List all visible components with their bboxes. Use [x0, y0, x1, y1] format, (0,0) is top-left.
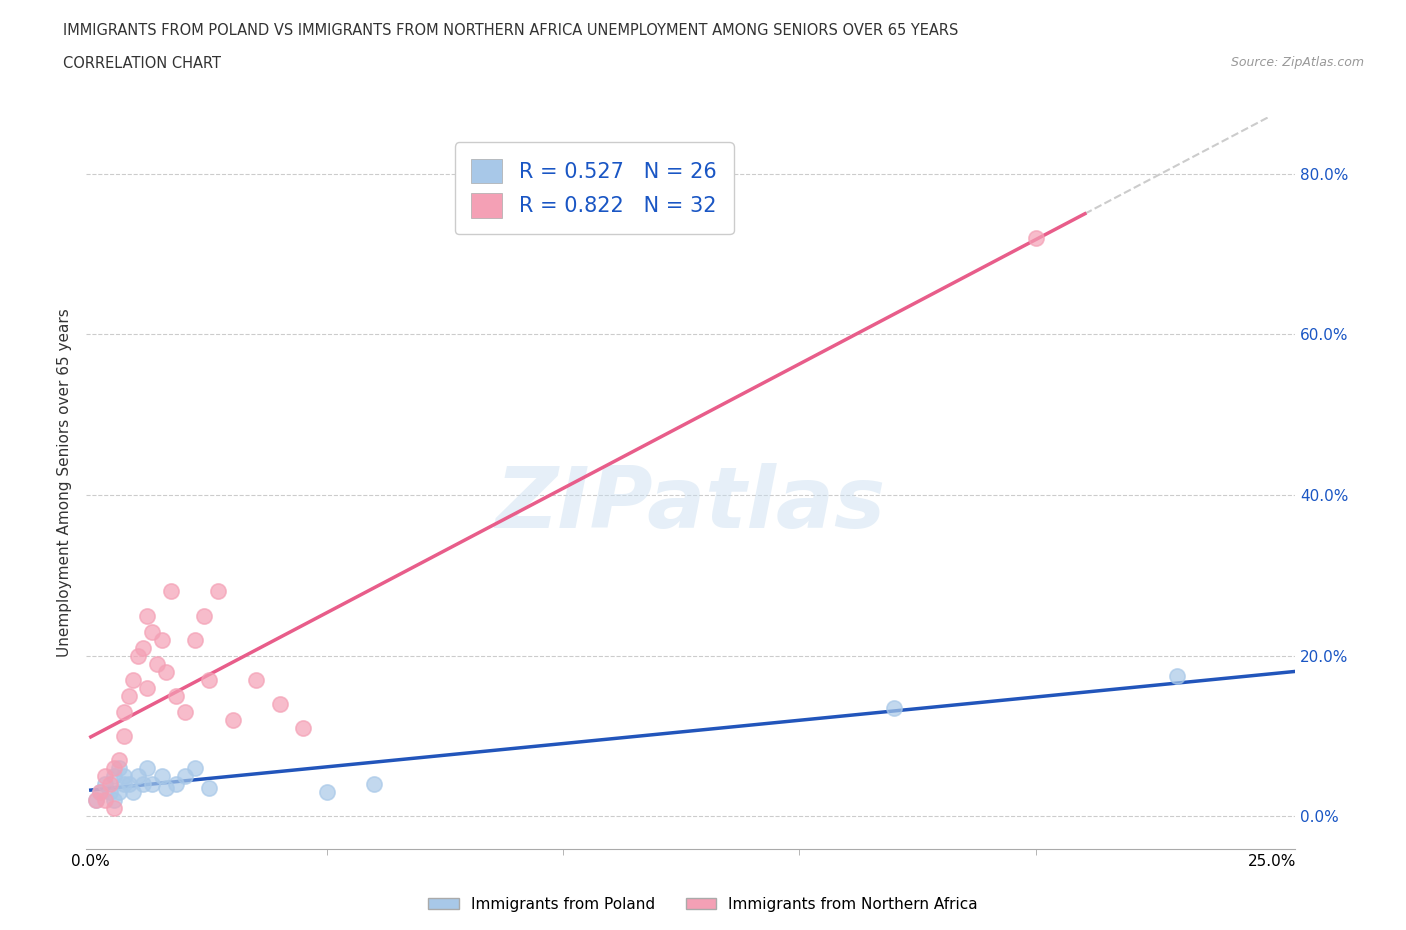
Point — [132, 777, 155, 791]
Point — [108, 752, 131, 767]
Point — [127, 769, 149, 784]
Legend: R = 0.527   N = 26, R = 0.822   N = 32: R = 0.527 N = 26, R = 0.822 N = 32 — [454, 142, 734, 234]
Point — [207, 584, 229, 599]
Point — [103, 761, 125, 776]
Point — [112, 769, 135, 784]
Point — [183, 632, 205, 647]
Point — [245, 672, 267, 687]
Point — [94, 793, 117, 808]
Point — [122, 785, 145, 800]
Text: ZIPatlas: ZIPatlas — [496, 463, 886, 547]
Point — [136, 761, 159, 776]
Point — [94, 769, 117, 784]
Point — [112, 729, 135, 744]
Point — [103, 769, 125, 784]
Y-axis label: Unemployment Among Seniors over 65 years: Unemployment Among Seniors over 65 years — [58, 309, 72, 658]
Point — [103, 793, 125, 808]
Point — [174, 705, 197, 720]
Point — [108, 785, 131, 800]
Point — [198, 781, 221, 796]
Point — [160, 584, 183, 599]
Point — [117, 777, 139, 791]
Point — [269, 697, 291, 711]
Point — [141, 777, 163, 791]
Point — [136, 608, 159, 623]
Point — [84, 793, 107, 808]
Text: Source: ZipAtlas.com: Source: ZipAtlas.com — [1230, 56, 1364, 69]
Point — [165, 688, 187, 703]
Point — [136, 681, 159, 696]
Point — [150, 632, 173, 647]
Text: IMMIGRANTS FROM POLAND VS IMMIGRANTS FROM NORTHERN AFRICA UNEMPLOYMENT AMONG SEN: IMMIGRANTS FROM POLAND VS IMMIGRANTS FRO… — [63, 23, 959, 38]
Point — [198, 672, 221, 687]
Point — [1166, 669, 1188, 684]
Text: CORRELATION CHART: CORRELATION CHART — [63, 56, 221, 71]
Point — [165, 777, 187, 791]
Point — [89, 785, 111, 800]
Point — [146, 657, 169, 671]
Point — [193, 608, 215, 623]
Point — [98, 777, 121, 791]
Point — [127, 648, 149, 663]
Point — [132, 640, 155, 655]
Point — [316, 785, 339, 800]
Point — [183, 761, 205, 776]
Point — [1025, 231, 1047, 246]
Point — [112, 777, 135, 791]
Point — [141, 624, 163, 639]
Point — [98, 785, 121, 800]
Point — [94, 777, 117, 791]
Legend: Immigrants from Poland, Immigrants from Northern Africa: Immigrants from Poland, Immigrants from … — [422, 891, 984, 918]
Point — [122, 672, 145, 687]
Point — [883, 700, 905, 715]
Point — [103, 801, 125, 816]
Point — [221, 712, 243, 727]
Point — [117, 688, 139, 703]
Point — [112, 705, 135, 720]
Point — [155, 664, 177, 679]
Point — [292, 721, 315, 736]
Point — [84, 793, 107, 808]
Point — [150, 769, 173, 784]
Point — [174, 769, 197, 784]
Point — [108, 761, 131, 776]
Point — [155, 781, 177, 796]
Point — [363, 777, 385, 791]
Point — [89, 785, 111, 800]
